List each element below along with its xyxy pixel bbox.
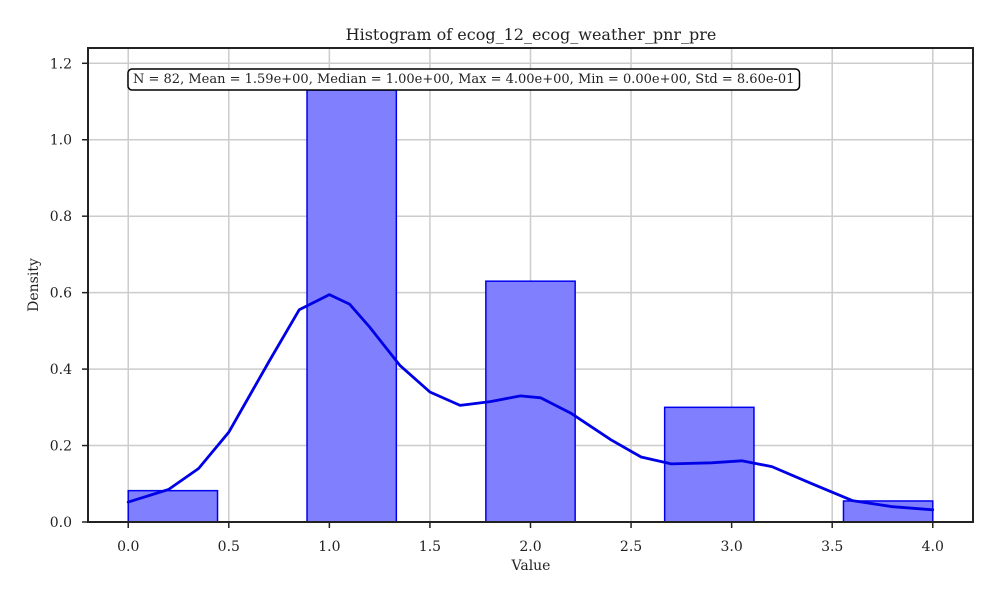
x-tick-label: 1.0	[318, 539, 340, 555]
histogram-bar	[485, 280, 576, 523]
y-tick-label: 0.4	[50, 362, 72, 378]
y-tick-label: 1.0	[50, 133, 72, 149]
stats-annotation-box	[127, 68, 801, 91]
y-tick-label: 1.2	[50, 56, 72, 72]
y-tick-label: 0.8	[50, 209, 72, 225]
x-tick-label: 2.0	[519, 539, 541, 555]
x-tick-label: 0.5	[218, 539, 240, 555]
x-tick-label: 2.5	[620, 539, 642, 555]
kde-layer	[126, 293, 935, 512]
x-tick-label: 3.0	[721, 539, 743, 555]
y-tick-label: 0.6	[50, 286, 72, 302]
x-axis-label: Value	[511, 558, 551, 574]
x-tick-label: 1.5	[419, 539, 441, 555]
axes-layer: 0.0 0.5 1.0 1.5 2.0 2.5 3.0 3.5 4.0 0.0 0.2 0.4 0.6 0…	[50, 47, 974, 555]
chart-title: Histogram of ecog_12_ecog_weather_pnr_pr…	[346, 25, 717, 44]
histogram-bar	[127, 489, 219, 523]
x-tick-label: 0.0	[117, 539, 139, 555]
stats-annotation: N = 82, Mean = 1.59e+00, Median = 1.00e+…	[133, 72, 794, 87]
kde-line	[126, 293, 935, 512]
y-tick-label: 0.2	[50, 439, 72, 455]
y-axis-label: Density	[26, 258, 42, 312]
x-tick-label: 3.5	[821, 539, 843, 555]
y-tick-label: 0.0	[50, 515, 72, 531]
histogram-bar	[842, 500, 934, 523]
x-tick-label: 4.0	[922, 539, 944, 555]
